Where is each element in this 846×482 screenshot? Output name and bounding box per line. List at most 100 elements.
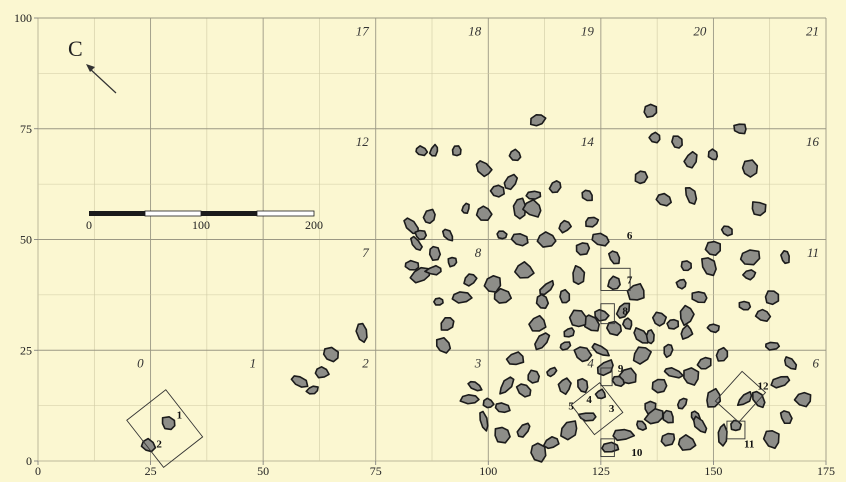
x-tick-label: 100 [479, 464, 497, 477]
feature-number-label: 8 [622, 305, 628, 317]
stone-feature [440, 317, 455, 331]
stone-feature [560, 420, 578, 441]
stone-feature [636, 420, 648, 431]
x-tick-label: 175 [817, 464, 835, 477]
stone-feature [594, 308, 610, 322]
grid-square-number: 21 [806, 23, 819, 38]
stone-feature [428, 245, 442, 262]
feature-number-label: 5 [568, 401, 574, 413]
feature-frame [600, 367, 613, 387]
stone-feature [594, 388, 607, 400]
stone-feature [783, 356, 798, 370]
stone-feature [542, 435, 560, 450]
stone-feature [648, 131, 661, 144]
stone-feature [581, 189, 593, 202]
x-axis-ticks: 0 25 50 75 100 125 150 175 [35, 461, 835, 478]
stone-feature [663, 367, 684, 379]
stone-feature [441, 228, 454, 242]
stone-feature [706, 323, 720, 334]
stone-feature [643, 103, 658, 118]
stone-feature [606, 320, 623, 337]
stone-feature [683, 367, 700, 386]
stone-feature [505, 351, 525, 366]
stone-feature [607, 275, 621, 291]
stone-feature [558, 219, 572, 234]
scale-label-200: 200 [305, 218, 323, 232]
stone-feature [290, 375, 309, 388]
stone-feature [529, 113, 547, 127]
stone-feature [622, 317, 633, 330]
stone-feature [680, 260, 692, 272]
stone-feature [559, 341, 572, 351]
stone-feature [546, 366, 558, 378]
y-tick-label: 75 [20, 122, 32, 136]
feature-number-label: 11 [744, 438, 754, 450]
stone-feature [494, 402, 511, 414]
stone-feature [575, 242, 591, 256]
stone-feature [499, 376, 515, 395]
stone-feature [591, 342, 610, 357]
feature-number-label: 7 [627, 274, 633, 286]
stone-feature [410, 235, 423, 251]
stone-feature [704, 240, 722, 257]
stone-feature [322, 346, 340, 363]
stone-feature [475, 160, 493, 178]
feature-number-label: 1 [177, 409, 183, 421]
stone-feature [475, 205, 493, 221]
grid-square-number: 11 [807, 245, 819, 260]
stone-feature [677, 434, 697, 451]
stone-feature [655, 192, 672, 207]
stone-feature [764, 290, 780, 306]
stone-feature [779, 410, 793, 425]
stone-feature [563, 327, 575, 338]
stone-feature [742, 269, 757, 281]
grid-square-number: 6 [813, 356, 820, 371]
stone-feature [536, 231, 557, 248]
north-arrow-icon [88, 67, 117, 94]
grid-square-number: 17 [356, 23, 370, 38]
stone-feature [679, 304, 695, 327]
grid-square-number: 3 [474, 356, 482, 371]
stone-feature [503, 173, 519, 191]
feature-frames [126, 267, 767, 469]
stone-features [140, 103, 812, 463]
grid-square-number: 4 [587, 356, 594, 371]
scale-bar: 0 100 200 [86, 210, 323, 232]
stone-feature [404, 259, 420, 271]
stone-feature [696, 356, 712, 370]
stone-feature [733, 123, 747, 135]
north-letter: C [68, 36, 83, 61]
stone-feature [739, 249, 761, 266]
x-tick-label: 0 [35, 464, 41, 477]
stone-feature [415, 145, 429, 157]
stone-feature [314, 365, 330, 379]
feature-frame [600, 267, 631, 291]
stone-feature [534, 332, 551, 351]
feature-number-label: 9 [618, 363, 624, 375]
y-axis-ticks: 0 25 50 75 100 [14, 11, 38, 468]
x-tick-label: 125 [592, 464, 610, 477]
stone-feature [508, 148, 522, 162]
stone-feature [736, 390, 753, 407]
stone-feature [770, 375, 791, 389]
stone-feature [675, 278, 687, 290]
stone-feature [651, 311, 668, 327]
feature-number-label: 3 [609, 403, 615, 415]
x-tick-label: 75 [370, 464, 382, 477]
grid-square-number: 1 [250, 356, 257, 371]
stone-feature [422, 208, 436, 225]
stone-feature [467, 380, 483, 392]
stone-feature [754, 308, 772, 323]
grid-square-number: 18 [468, 23, 482, 38]
feature-frame [126, 389, 204, 469]
stone-feature [751, 201, 767, 217]
feature-number-label: 12 [757, 381, 769, 393]
stone-feature [428, 143, 439, 157]
stone-feature [510, 233, 529, 247]
stone-feature [305, 385, 319, 395]
y-tick-label: 25 [20, 343, 32, 357]
north-arrow: C [68, 36, 117, 94]
scale-label-0: 0 [86, 218, 92, 232]
stone-feature [692, 415, 708, 434]
